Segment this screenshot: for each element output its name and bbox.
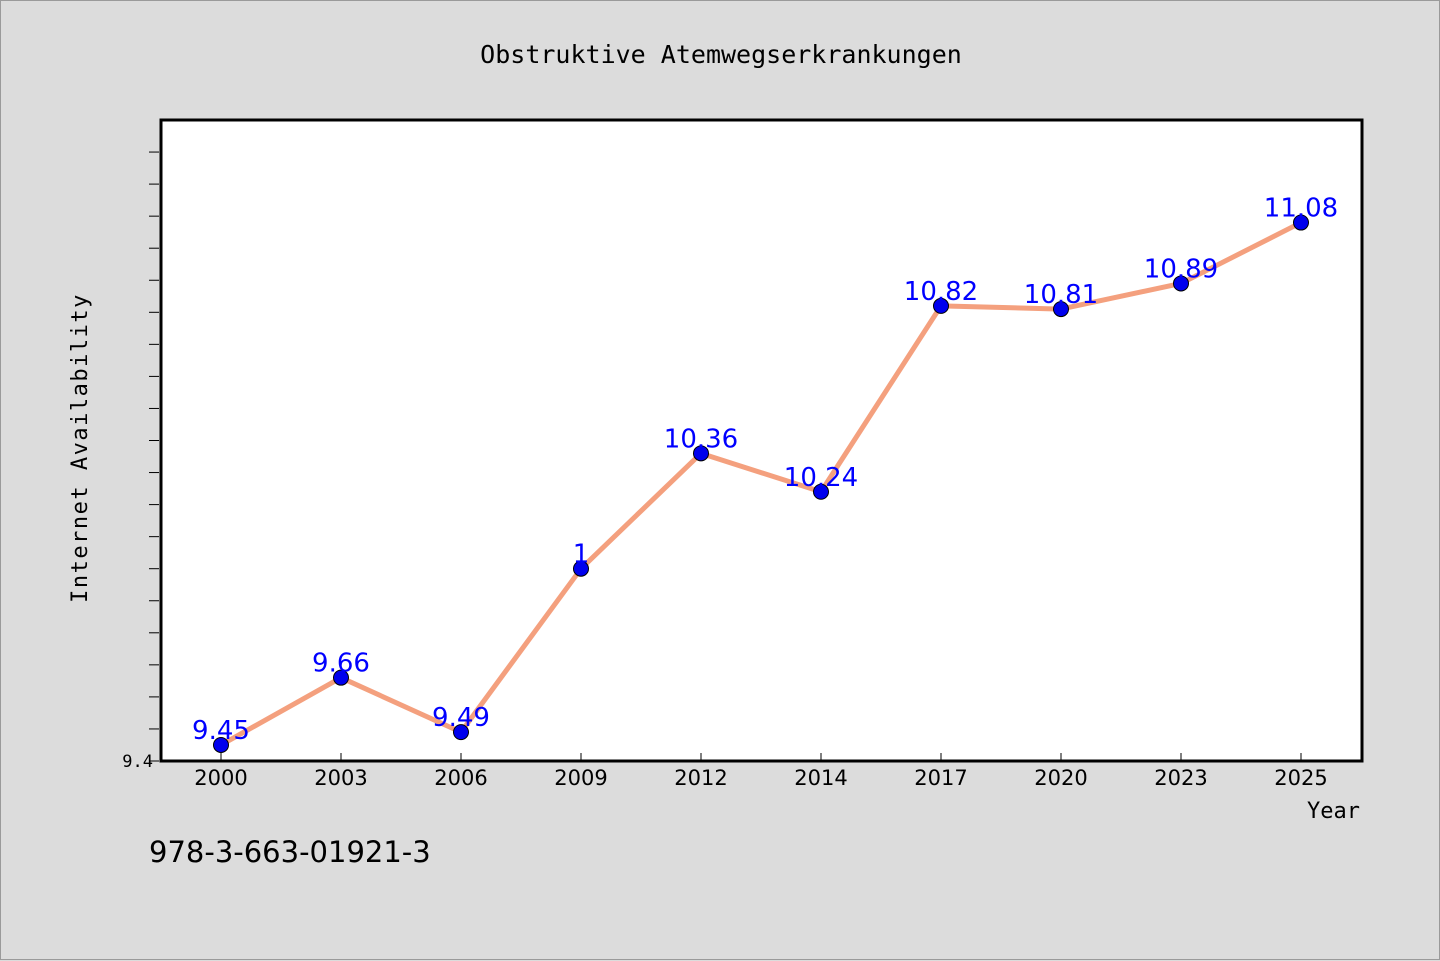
x-tick-label: 2000 <box>194 766 247 790</box>
data-point <box>813 483 829 500</box>
x-tick-label: 2009 <box>554 766 607 790</box>
data-label: 9.49 <box>432 703 490 733</box>
x-tick-label: 2017 <box>914 766 967 790</box>
x-tick-label: 2014 <box>794 766 847 790</box>
y-axis-label: Internet Availability <box>68 293 93 603</box>
data-point <box>1173 275 1189 292</box>
x-tick-label: 2006 <box>434 766 487 790</box>
data-point <box>333 669 349 686</box>
data-label: 10.81 <box>1024 280 1098 310</box>
x-tick-label: 2023 <box>1154 766 1207 790</box>
data-label: 9.66 <box>312 649 370 679</box>
data-label: 11.08 <box>1264 194 1338 224</box>
y-axis-ticks: 9.4 <box>122 151 159 772</box>
data-point <box>1053 301 1069 318</box>
chart-title: Obstruktive Atemwegserkrankungen <box>480 40 962 69</box>
data-label: 1 <box>573 540 590 570</box>
x-axis-ticks: 2000 2003 2006 2009 2012 2014 2017 2020 2023 2025 <box>194 753 1328 790</box>
data-point <box>1293 214 1309 231</box>
x-tick-label: 2012 <box>674 766 727 790</box>
data-label: 10.89 <box>1144 254 1218 284</box>
x-tick-label: 2003 <box>314 766 367 790</box>
data-point <box>693 445 709 462</box>
data-label: 9.45 <box>192 716 250 746</box>
y-tick-label: 9.4 <box>122 752 153 772</box>
data-label: 10.82 <box>904 277 978 307</box>
series-line <box>218 220 1304 748</box>
isbn-text: 978-3-663-01921-3 <box>149 835 431 869</box>
data-label: 10.24 <box>784 463 858 493</box>
x-tick-label: 2025 <box>1274 766 1327 790</box>
data-label: 10.36 <box>664 424 738 454</box>
series-group: 9.45 9.66 9.49 1 10.36 10.24 10.82 10.81 10.89 11… <box>192 194 1338 753</box>
plot-area <box>159 118 1364 763</box>
x-tick-label: 2020 <box>1034 766 1087 790</box>
x-axis-label: Year <box>1307 799 1360 824</box>
data-point <box>933 297 949 314</box>
data-point <box>573 560 589 577</box>
data-point <box>213 736 229 753</box>
data-point <box>453 724 469 741</box>
